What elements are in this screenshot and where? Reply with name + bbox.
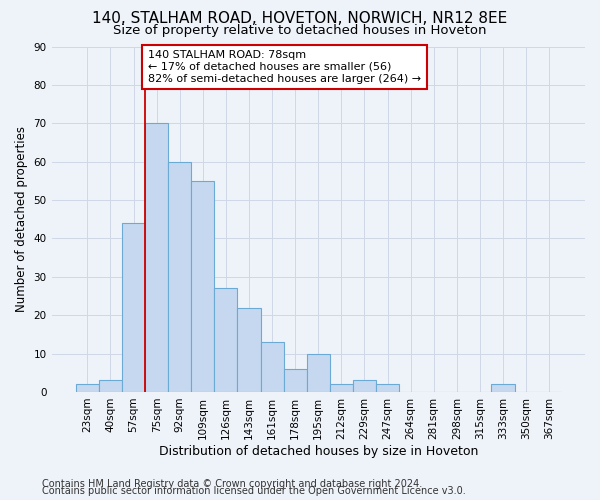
Y-axis label: Number of detached properties: Number of detached properties [15,126,28,312]
Text: Contains public sector information licensed under the Open Government Licence v3: Contains public sector information licen… [42,486,466,496]
Text: Contains HM Land Registry data © Crown copyright and database right 2024.: Contains HM Land Registry data © Crown c… [42,479,422,489]
Bar [168,162,191,392]
Bar [491,384,515,392]
Bar [191,181,214,392]
Bar [122,223,145,392]
Bar [307,354,330,392]
Bar [260,342,284,392]
Bar [76,384,99,392]
Text: Size of property relative to detached houses in Hoveton: Size of property relative to detached ho… [113,24,487,37]
Bar [284,369,307,392]
X-axis label: Distribution of detached houses by size in Hoveton: Distribution of detached houses by size … [158,444,478,458]
Bar [376,384,399,392]
Bar [145,124,168,392]
Bar [330,384,353,392]
Bar [99,380,122,392]
Bar [353,380,376,392]
Bar [214,288,238,392]
Bar [238,308,260,392]
Text: 140 STALHAM ROAD: 78sqm
← 17% of detached houses are smaller (56)
82% of semi-de: 140 STALHAM ROAD: 78sqm ← 17% of detache… [148,50,421,84]
Text: 140, STALHAM ROAD, HOVETON, NORWICH, NR12 8EE: 140, STALHAM ROAD, HOVETON, NORWICH, NR1… [92,11,508,26]
